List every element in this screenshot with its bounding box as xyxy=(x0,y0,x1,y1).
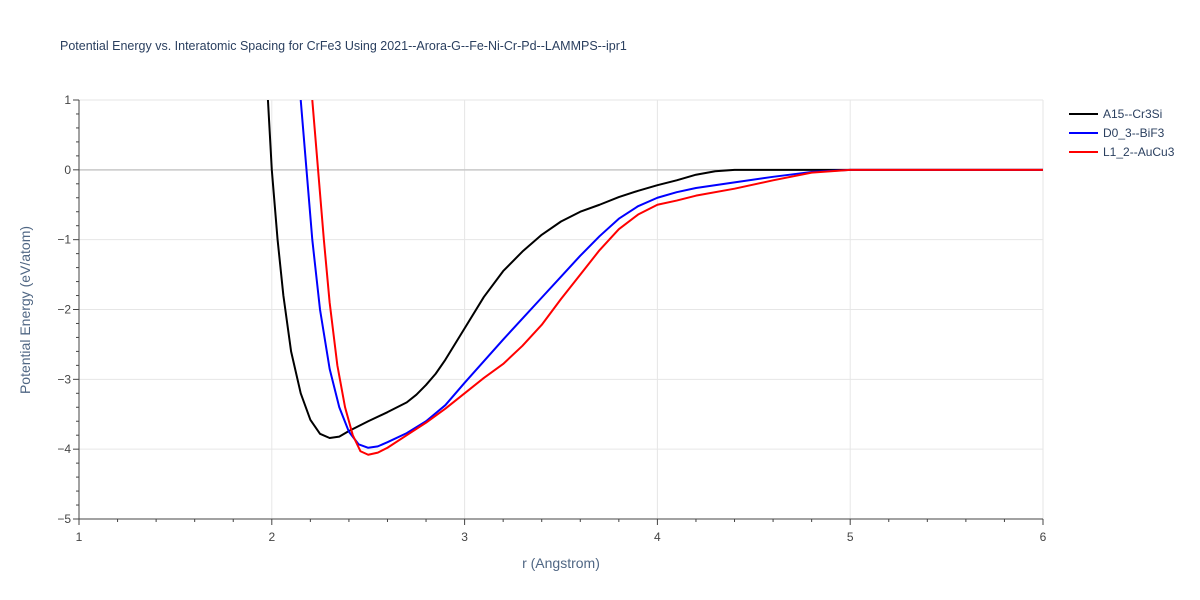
legend-entry: L1_2--AuCu3 xyxy=(1103,145,1175,159)
y-tick-label: −5 xyxy=(57,512,71,526)
legend-entry: A15--Cr3Si xyxy=(1103,107,1162,121)
series-line xyxy=(266,100,1043,439)
x-tick-label: 4 xyxy=(654,530,661,544)
x-tick-label: 5 xyxy=(847,530,854,544)
legend: A15--Cr3Si D0_3--BiF3 L1_2--AuCu3 xyxy=(1069,107,1175,159)
y-tick-label: −3 xyxy=(57,372,71,386)
y-tick-label: −1 xyxy=(57,233,71,247)
x-axis-label: r (Angstrom) xyxy=(522,555,600,571)
grid xyxy=(79,99,1044,519)
y-tick-labels: 1 0 −1 −2 −3 −4 −5 xyxy=(57,93,71,526)
chart-title: Potential Energy vs. Interatomic Spacing… xyxy=(60,39,627,53)
y-tick-label: −2 xyxy=(57,303,71,317)
x-tick-labels: 1 2 3 4 5 6 xyxy=(76,530,1047,544)
x-tick-label: 1 xyxy=(76,530,83,544)
x-tick-label: 3 xyxy=(461,530,468,544)
y-tick-label: 1 xyxy=(64,93,71,107)
x-tick-label: 2 xyxy=(268,530,275,544)
series-layer xyxy=(266,100,1043,456)
legend-entry: D0_3--BiF3 xyxy=(1103,126,1165,140)
y-tick-label: 0 xyxy=(64,163,71,177)
series-line xyxy=(311,100,1043,456)
x-tick-label: 6 xyxy=(1040,530,1047,544)
axes xyxy=(73,99,1044,525)
y-tick-label: −4 xyxy=(57,442,71,456)
y-axis-label: Potential Energy (eV/atom) xyxy=(17,226,33,394)
series-line xyxy=(299,100,1043,449)
